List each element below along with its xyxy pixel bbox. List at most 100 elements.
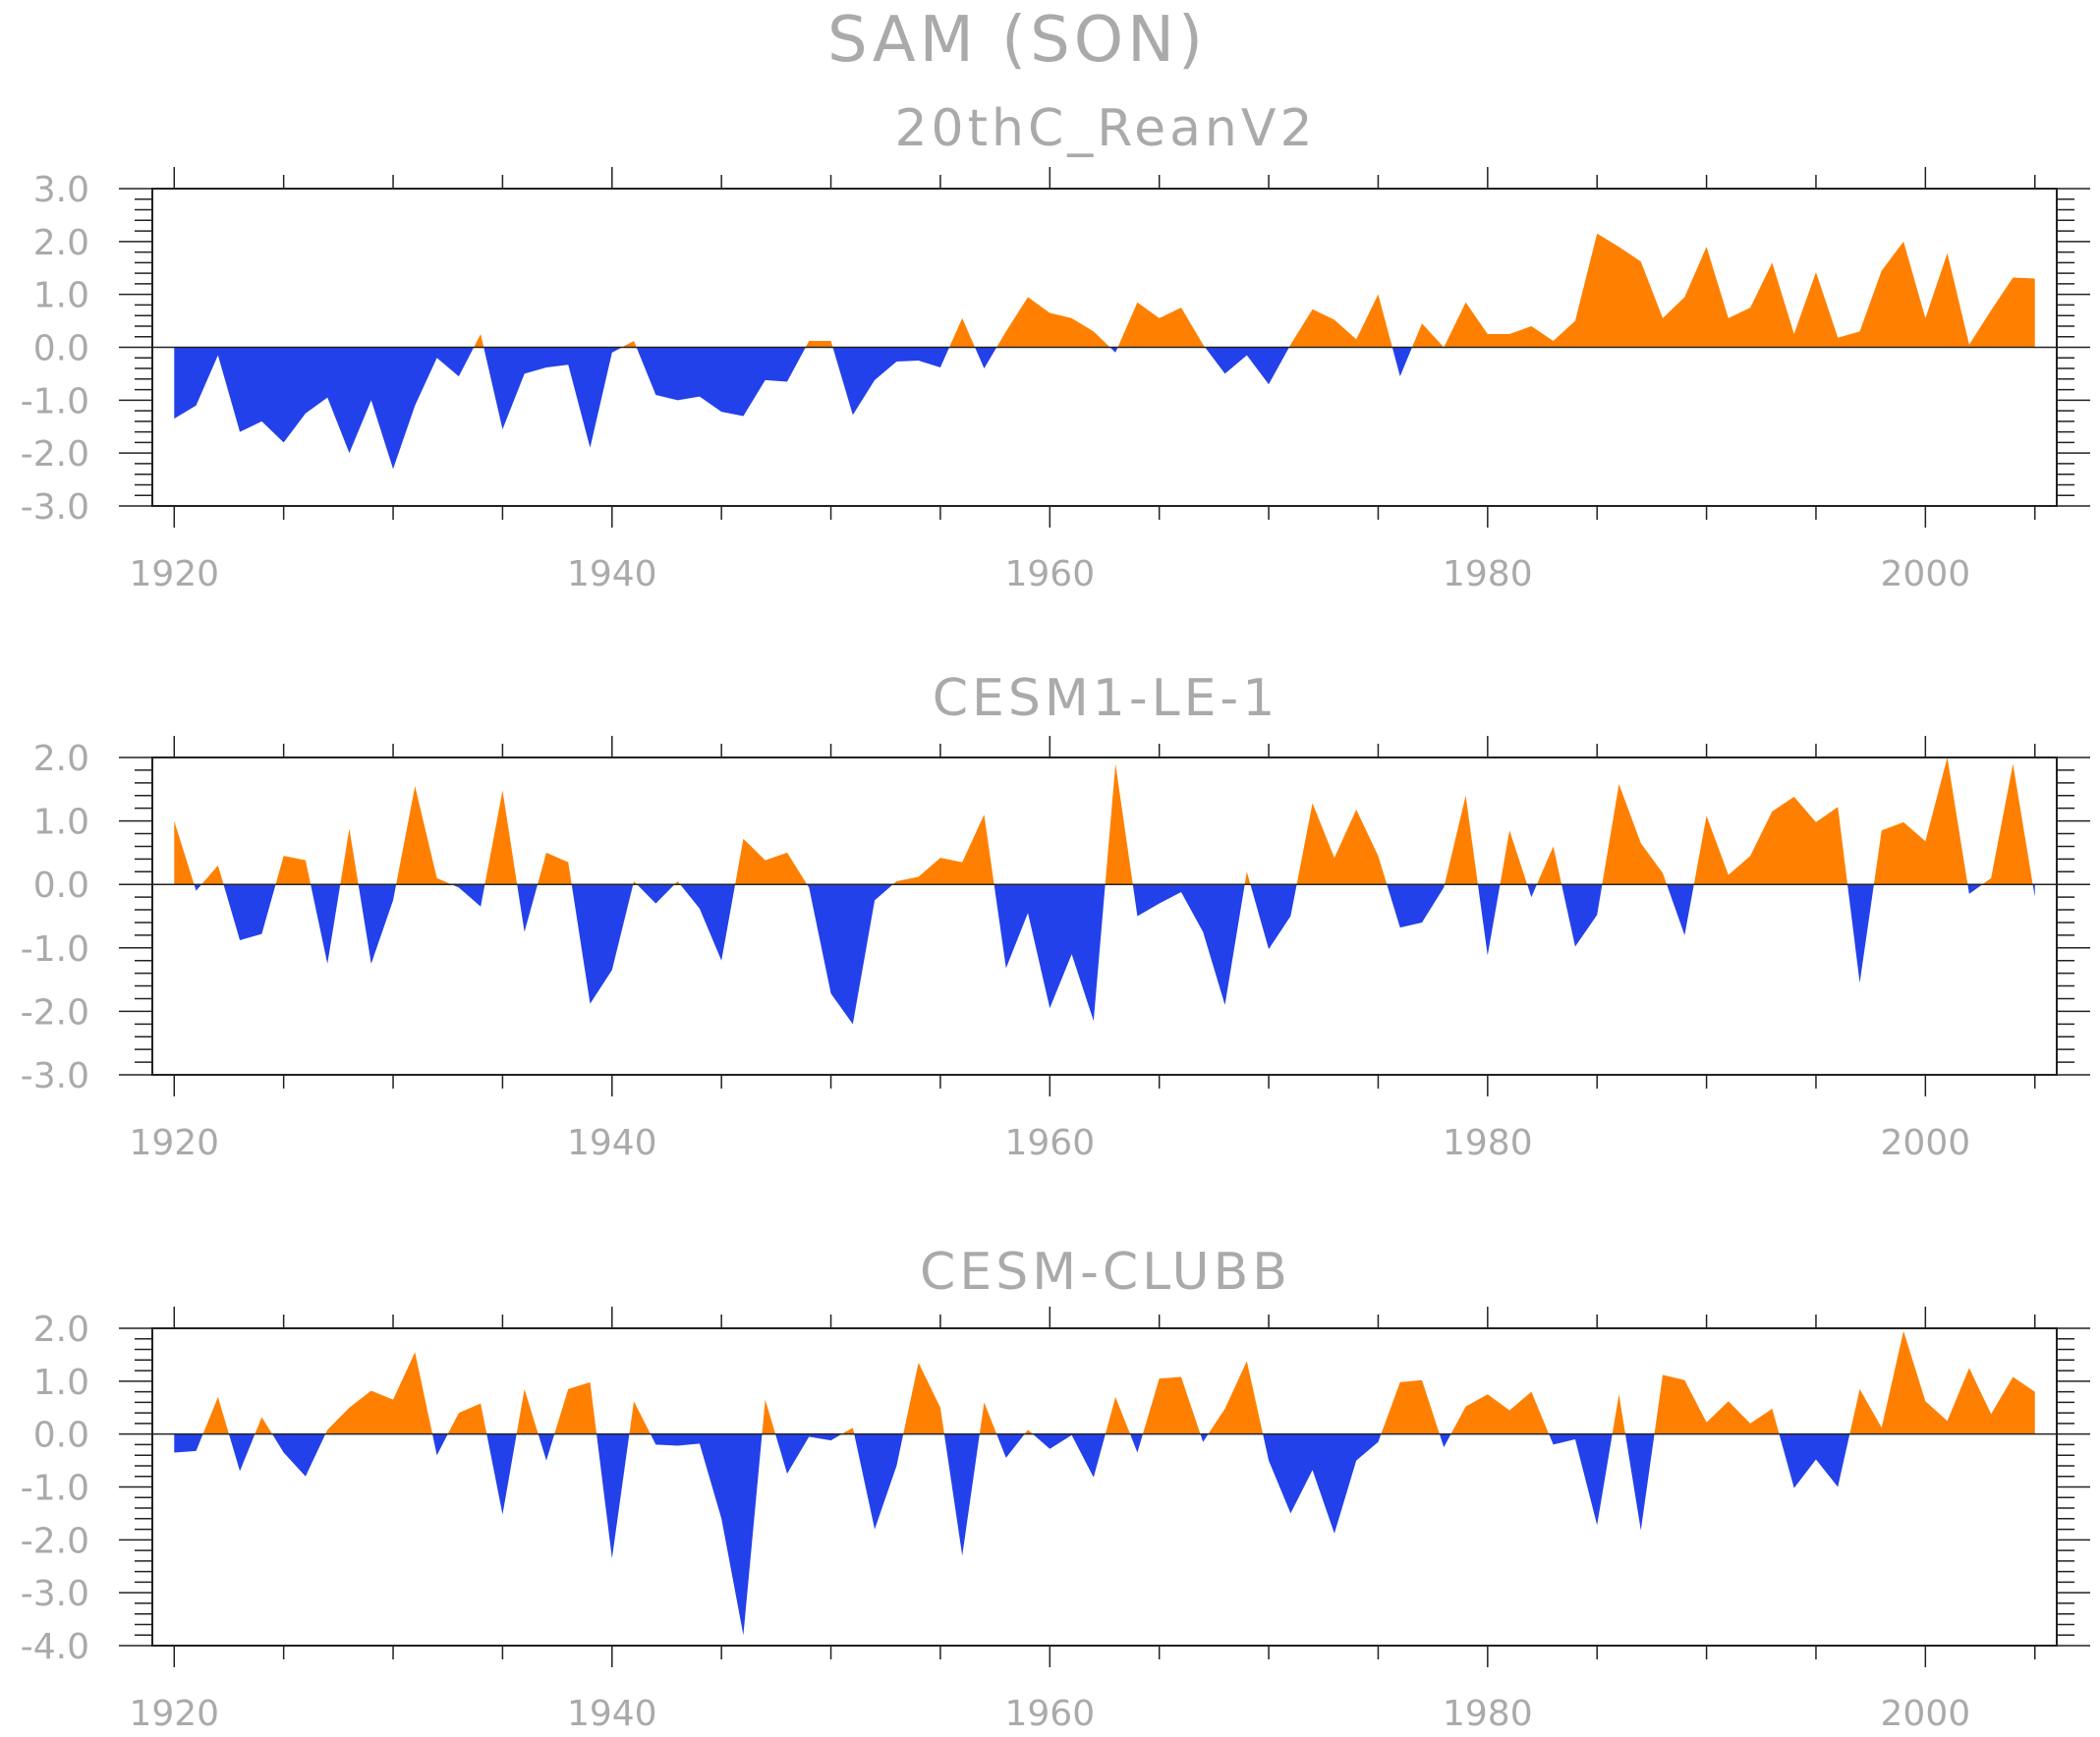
negative-anomaly-area <box>943 1433 980 1556</box>
positive-anomaly-area <box>1381 1379 1440 1434</box>
positive-anomaly-area <box>949 317 976 348</box>
positive-anomaly-area <box>1445 795 1478 885</box>
x-tick-label: 1960 <box>1004 1694 1095 1734</box>
positive-anomaly-area <box>979 1402 997 1434</box>
x-tick-label: 1980 <box>1443 554 1533 594</box>
positive-anomaly-area <box>1244 871 1251 885</box>
positive-anomaly-area <box>1208 1361 1264 1434</box>
negative-anomaly-area <box>596 1433 630 1559</box>
x-tick-label: 1920 <box>129 1694 219 1734</box>
x-tick-label: 2000 <box>1881 1694 1971 1734</box>
positive-anomaly-area <box>1117 302 1206 348</box>
positive-anomaly-area <box>554 1381 597 1434</box>
y-tick-label: -1.0 <box>21 929 89 970</box>
negative-anomaly-area <box>1200 1433 1209 1442</box>
positive-anomaly-area <box>447 1403 487 1434</box>
negative-anomaly-area <box>1847 884 1874 983</box>
positive-anomaly-area <box>762 1399 776 1434</box>
negative-anomaly-area <box>854 1433 904 1530</box>
plot-area: 1920 1940 1960 1980 2000 -4.0 -3.0 -2.0 -1.0 0.0 1… <box>21 1307 2090 1734</box>
panel-cesm-clubb: CESM-CLUBB 1920 1940 1960 1980 2000 -4.0 -3.0 -… <box>21 1243 2090 1734</box>
x-tick-label: 1980 <box>1443 1694 1533 1734</box>
negative-anomaly-area <box>451 884 485 907</box>
negative-anomaly-area <box>174 1433 203 1453</box>
plot-area: 1920 1940 1960 1980 2000 -3.0 -2.0 -1.0 0.0 1.0 2.… <box>21 167 2090 594</box>
negative-anomaly-area <box>1667 884 1694 935</box>
plot-frame <box>151 1327 2058 1647</box>
panel-20thc-reanv2: 20thC_ReanV2 1920 1940 1960 1980 2000 -3.0 -2.… <box>21 99 2090 594</box>
x-tick-label: 1920 <box>129 554 219 594</box>
plot-area: 1920 1940 1960 1980 2000 -3.0 -2.0 -1.0 0.0 1.0 2.… <box>21 736 2090 1163</box>
y-tick-label: -3.0 <box>21 1574 89 1614</box>
x-tick-label: 2000 <box>1881 554 1971 594</box>
negative-anomaly-area <box>680 884 736 961</box>
negative-anomaly-area <box>775 1433 842 1475</box>
positive-anomaly-area <box>255 1417 273 1434</box>
y-tick-label: -2.0 <box>21 1521 89 1561</box>
negative-anomaly-area <box>358 884 397 964</box>
y-tick-label: -2.0 <box>21 434 89 475</box>
negative-anomaly-area <box>636 347 806 417</box>
positive-anomaly-area <box>1982 763 2033 885</box>
positive-anomaly-area <box>1105 1396 1130 1434</box>
positive-anomaly-area <box>1612 1394 1625 1434</box>
negative-anomaly-area <box>174 347 475 470</box>
positive-anomaly-area <box>474 334 484 348</box>
positive-anomaly-area <box>841 1428 855 1434</box>
y-tick-label: -1.0 <box>21 381 89 421</box>
positive-anomaly-area <box>735 838 808 885</box>
positive-anomaly-area <box>202 1396 229 1434</box>
plot-frame <box>151 756 2058 1076</box>
y-tick-label: 1.0 <box>33 276 89 316</box>
y-tick-label: -2.0 <box>21 992 89 1033</box>
negative-anomaly-area <box>807 884 893 1025</box>
positive-anomaly-area <box>325 1352 433 1434</box>
y-tick-label: -1.0 <box>21 1469 89 1509</box>
negative-anomaly-area <box>1250 884 1297 950</box>
figure-title: SAM (SON) <box>827 4 1207 77</box>
negative-anomaly-area <box>1032 1433 1106 1478</box>
negative-anomaly-area <box>1109 347 1118 353</box>
positive-anomaly-area <box>996 297 1110 348</box>
positive-anomaly-area <box>633 880 638 885</box>
negative-anomaly-area <box>1624 1433 1655 1531</box>
positive-anomaly-area <box>621 341 637 348</box>
negative-anomaly-area <box>1967 884 1983 894</box>
panel-cesm1-le-1: CESM1-LE-1 1920 1940 1960 1980 2000 -3.0 -2.0 -… <box>21 669 2090 1163</box>
negative-anomaly-area <box>1477 884 1501 956</box>
y-tick-label: 1.0 <box>33 1363 89 1403</box>
positive-anomaly-area <box>1500 830 1528 885</box>
y-tick-label: 1.0 <box>33 803 89 843</box>
negative-anomaly-area <box>311 884 341 964</box>
negative-anomaly-area <box>1205 347 1289 385</box>
negative-anomaly-area <box>194 884 202 891</box>
negative-anomaly-area <box>1387 884 1446 928</box>
panel-title: CESM-CLUBB <box>920 1243 1291 1302</box>
positive-anomaly-area <box>1536 846 1562 885</box>
negative-anomaly-area <box>571 884 634 1004</box>
x-tick-label: 2000 <box>1881 1123 1971 1163</box>
negative-anomaly-area <box>272 1433 326 1477</box>
positive-anomaly-area <box>396 786 452 885</box>
y-tick-label: 0.0 <box>33 329 89 369</box>
y-tick-label: 0.0 <box>33 1416 89 1456</box>
y-tick-label: 3.0 <box>33 170 89 210</box>
positive-anomaly-area <box>538 852 572 885</box>
negative-anomaly-area <box>975 347 997 369</box>
negative-anomaly-area <box>223 884 276 941</box>
positive-anomaly-area <box>892 814 994 885</box>
negative-anomaly-area <box>996 1433 1025 1458</box>
y-tick-label: -3.0 <box>21 1056 89 1096</box>
x-tick-label: 1940 <box>567 1694 657 1734</box>
positive-anomaly-area <box>1105 763 1133 885</box>
negative-anomaly-area <box>650 1433 763 1636</box>
positive-anomaly-area <box>1024 1429 1033 1434</box>
negative-anomaly-area <box>228 1433 255 1472</box>
positive-anomaly-area <box>1142 1376 1201 1434</box>
negative-anomaly-area <box>1391 347 1412 377</box>
positive-anomaly-area <box>484 790 518 885</box>
panel-title: CESM1-LE-1 <box>933 669 1279 728</box>
y-tick-label: 2.0 <box>33 1310 89 1350</box>
positive-anomaly-area <box>1849 1330 2035 1434</box>
